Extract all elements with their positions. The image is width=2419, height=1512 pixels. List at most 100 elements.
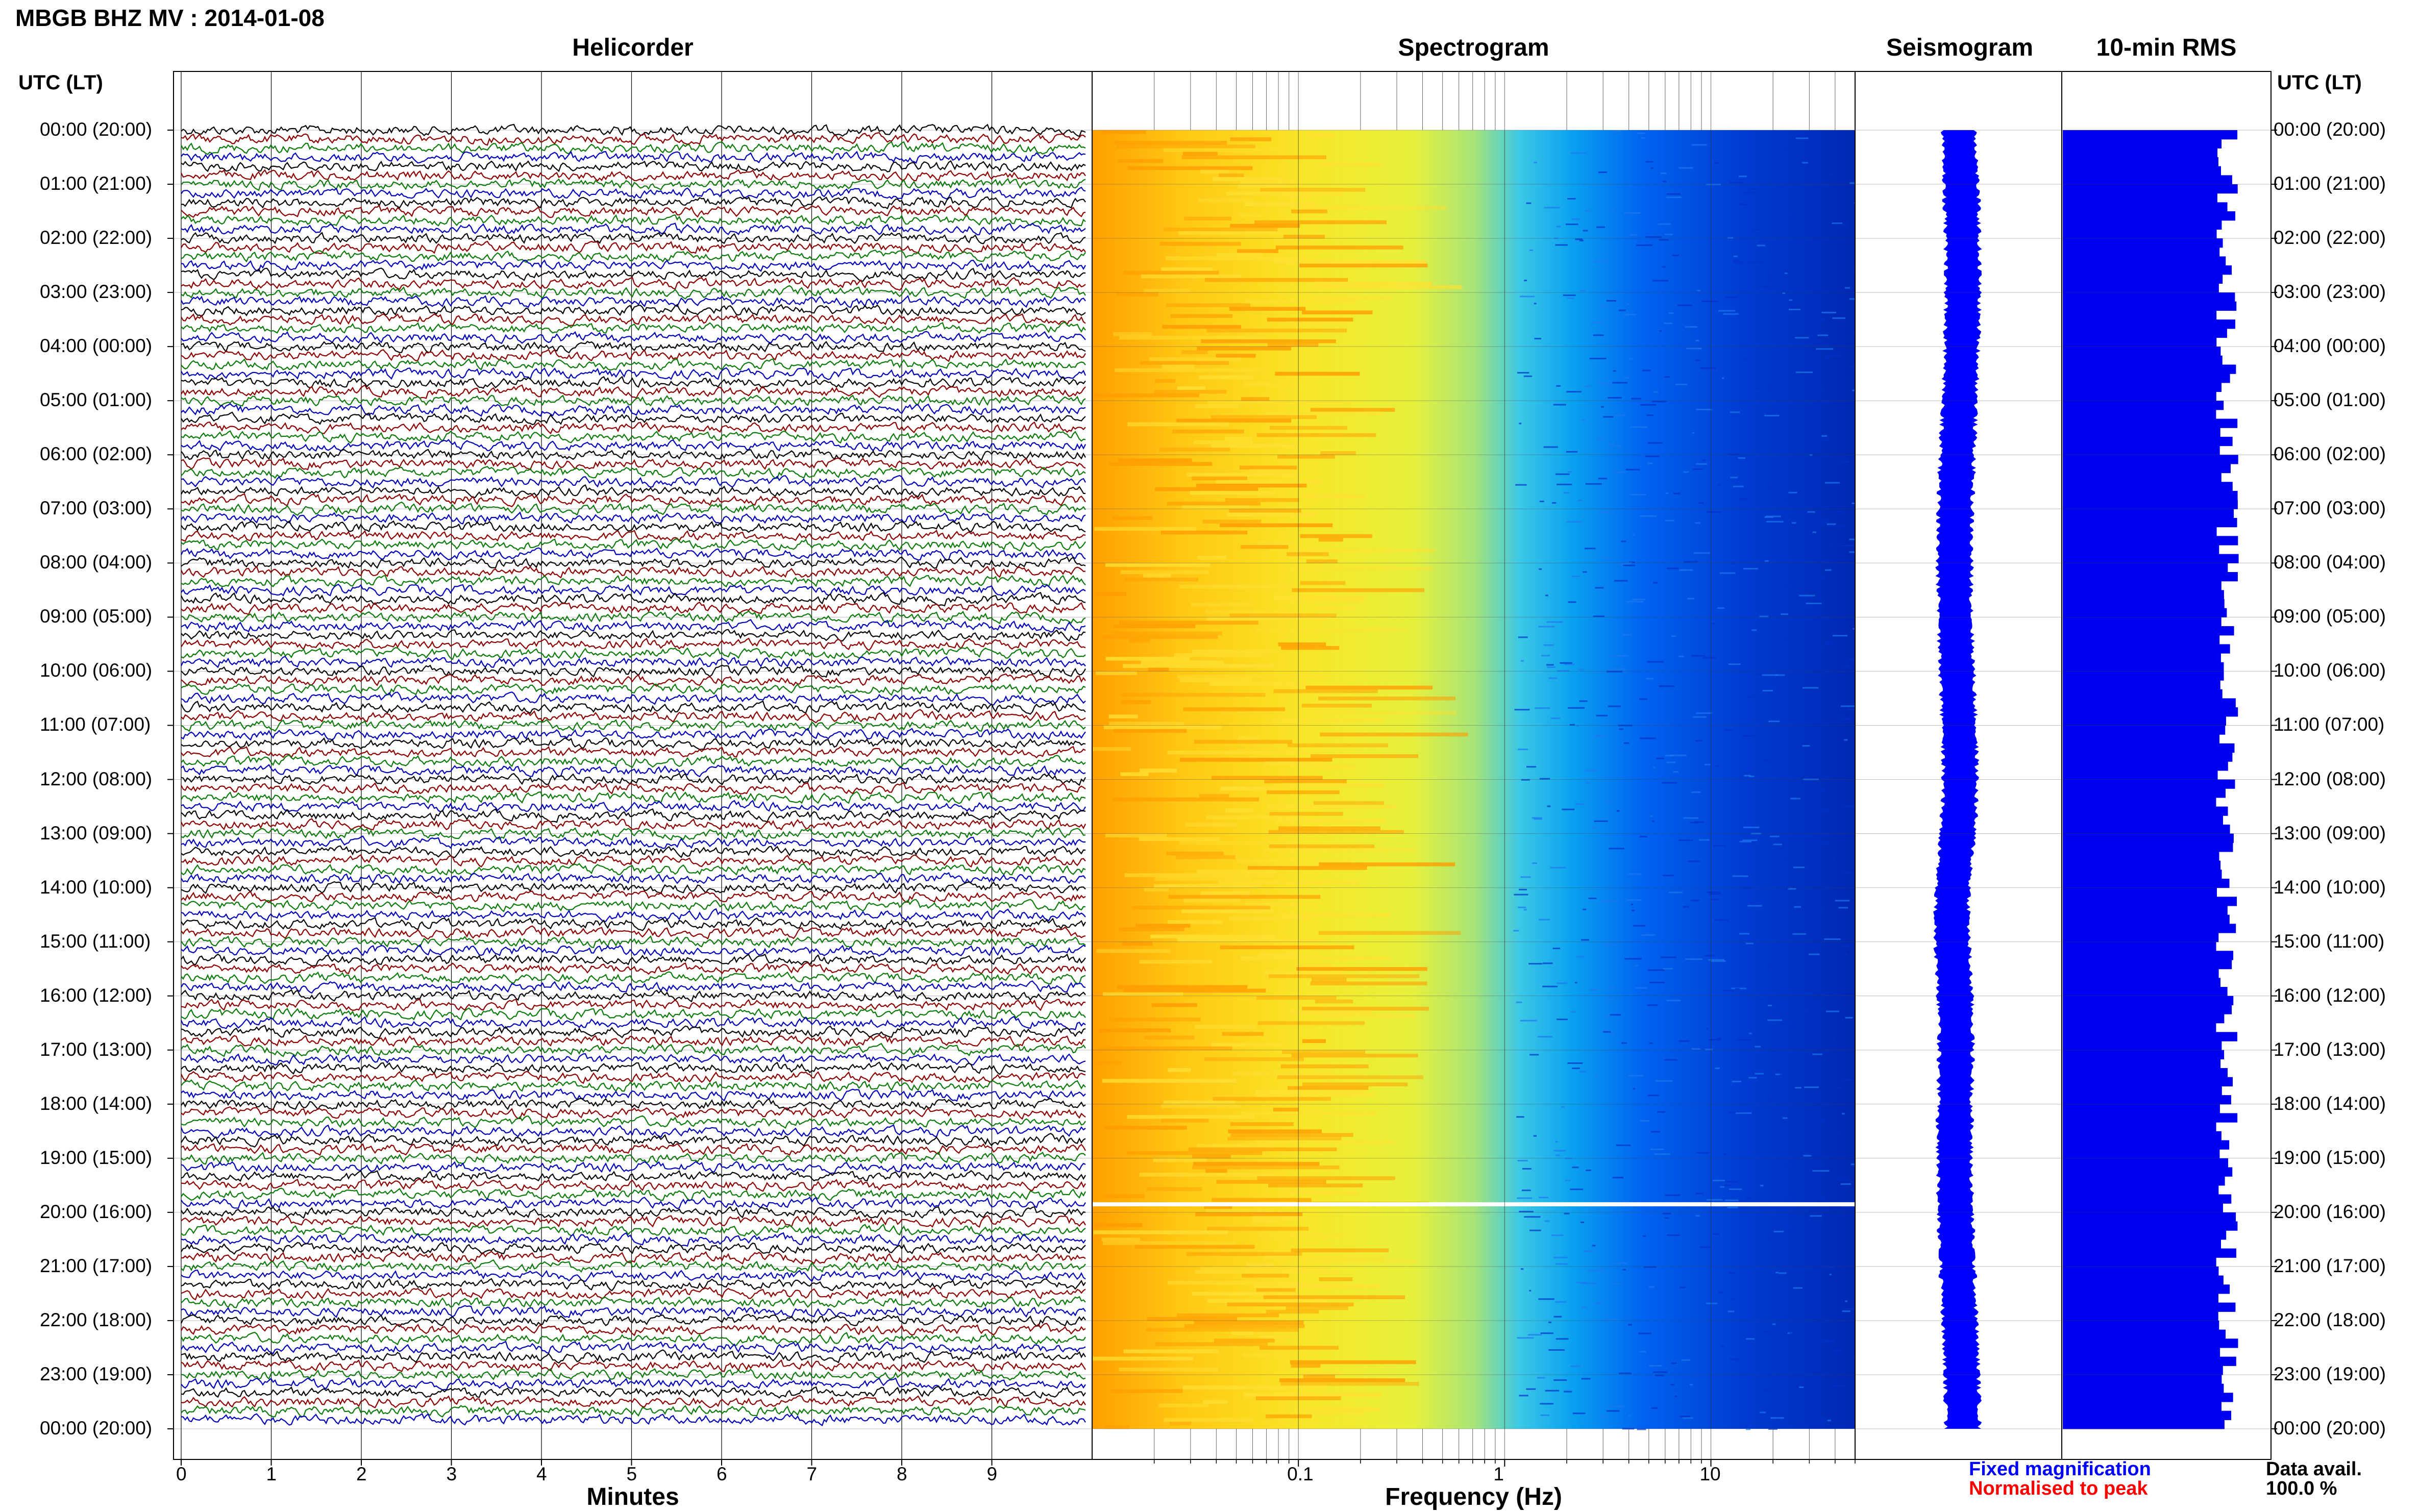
spectrogram-speckle bbox=[1773, 844, 1782, 846]
spectrogram-speckle bbox=[1562, 808, 1575, 810]
spectrogram-speckle bbox=[1632, 909, 1635, 911]
spectrogram-speckle bbox=[1724, 729, 1733, 731]
rms-bar bbox=[2063, 1140, 2230, 1150]
spectrogram-speckle bbox=[1692, 144, 1707, 146]
spectrogram-stripe bbox=[1268, 1183, 1363, 1187]
spectrogram-speckle bbox=[1666, 1000, 1681, 1002]
spectrogram-speckle bbox=[1652, 401, 1667, 403]
spectrogram-stripe bbox=[1112, 516, 1153, 520]
spectrogram-speckle bbox=[1639, 698, 1647, 700]
helicorder-trace bbox=[181, 1223, 1086, 1237]
helicorder-trace bbox=[181, 575, 1086, 588]
seismogram-trace bbox=[1933, 130, 1982, 1429]
spectrogram-speckle bbox=[1639, 1351, 1646, 1353]
spectrogram-stripe bbox=[1166, 851, 1224, 856]
spectrogram-speckle bbox=[1731, 562, 1736, 564]
time-label-left: 15:00 (11:00) bbox=[40, 930, 151, 952]
spectrogram-speckle bbox=[1646, 414, 1653, 416]
spectrogram-speckle bbox=[1775, 674, 1785, 676]
spectrogram-speckle bbox=[1612, 382, 1627, 384]
spectrogram-speckle bbox=[1609, 848, 1625, 850]
spectrogram-speckle bbox=[1688, 860, 1700, 862]
helicorder-trace bbox=[181, 141, 1086, 155]
helicorder-trace bbox=[181, 989, 1086, 1003]
spectrogram-speckle bbox=[1534, 818, 1543, 820]
helicorder-x-tick-label: 4 bbox=[536, 1464, 547, 1484]
data-avail-label: Data avail. bbox=[2266, 1458, 2362, 1480]
spectrogram-speckle bbox=[1581, 1306, 1587, 1308]
spectrogram-speckle bbox=[1640, 515, 1657, 517]
spectrogram-stripe bbox=[1132, 905, 1270, 910]
helicorder-trace bbox=[181, 1115, 1086, 1129]
spectrogram-speckle bbox=[1575, 803, 1586, 805]
spectrogram-stripe bbox=[1149, 357, 1242, 361]
time-label-left: 10:00 (06:00) bbox=[40, 660, 153, 681]
spectrogram-speckle bbox=[1744, 823, 1747, 825]
spectrogram-speckle bbox=[1845, 953, 1848, 955]
spectrogram-speckle bbox=[1768, 965, 1786, 967]
spectrogram-stripe bbox=[1111, 1389, 1183, 1393]
spectrogram-stripe bbox=[1303, 1374, 1336, 1379]
rms-bar bbox=[2063, 166, 2221, 176]
time-label-left: 08:00 (04:00) bbox=[40, 552, 153, 573]
helicorder-trace bbox=[181, 196, 1086, 210]
spectrogram-speckle bbox=[1796, 1015, 1799, 1017]
spectrogram-speckle bbox=[1616, 1144, 1631, 1146]
helicorder-trace bbox=[181, 475, 1086, 489]
spectrogram-speckle bbox=[1747, 905, 1762, 907]
helicorder-trace bbox=[181, 999, 1086, 1011]
rms-bar bbox=[2063, 455, 2238, 464]
spectrogram-speckle bbox=[1820, 1266, 1835, 1268]
spectrogram-speckle bbox=[1668, 312, 1674, 314]
spectrogram-speckle bbox=[1795, 337, 1809, 339]
spectrogram-speckle bbox=[1723, 1153, 1726, 1155]
spectrogram-stripe bbox=[1209, 682, 1307, 686]
spectrogram-speckle bbox=[1683, 817, 1699, 819]
helicorder-trace bbox=[181, 1025, 1086, 1039]
spectrogram-speckle bbox=[1733, 485, 1744, 487]
spectrogram-speckle bbox=[1783, 887, 1789, 889]
spectrogram-speckle bbox=[1775, 1272, 1779, 1274]
rms-panel bbox=[2061, 71, 2272, 1460]
rms-bar bbox=[2063, 436, 2233, 447]
spectrogram-stripe bbox=[1183, 707, 1286, 711]
rms-bar bbox=[2063, 319, 2235, 329]
spectrogram-stripe bbox=[1262, 411, 1385, 415]
helicorder-trace bbox=[181, 1043, 1086, 1057]
spectrogram-stripe bbox=[1303, 1371, 1341, 1375]
spectrogram-speckle bbox=[1791, 522, 1796, 524]
spectrogram-stripe bbox=[1196, 870, 1276, 874]
spectrogram-speckle bbox=[1611, 445, 1622, 447]
spectrogram-stripe bbox=[1197, 1144, 1276, 1148]
helicorder-trace bbox=[181, 295, 1086, 308]
spectrogram-speckle bbox=[1844, 1079, 1853, 1081]
spectrogram-stripe bbox=[1291, 209, 1327, 214]
rms-bar bbox=[2063, 274, 2223, 284]
spectrogram-stripe bbox=[1295, 963, 1335, 968]
spectrogram-speckle bbox=[1565, 1179, 1571, 1181]
spectrogram-speckle bbox=[1728, 454, 1739, 456]
spectrogram-speckle bbox=[1668, 891, 1683, 894]
spectrogram-stripe bbox=[1277, 455, 1335, 459]
spectrogram-speckle bbox=[1598, 171, 1608, 173]
helicorder-trace bbox=[181, 800, 1086, 813]
spectrogram-title: Spectrogram bbox=[1398, 34, 1549, 61]
spectrogram-x-tick-label: 0.1 bbox=[1287, 1464, 1314, 1484]
helicorder-trace bbox=[181, 908, 1086, 922]
spectrogram-stripe bbox=[1246, 1262, 1274, 1267]
spectrogram-speckle bbox=[1596, 438, 1604, 440]
spectrogram-speckle bbox=[1706, 183, 1721, 185]
spectrogram-stripe bbox=[1205, 815, 1306, 820]
rms-bar bbox=[2063, 544, 2219, 555]
spectrogram-speckle bbox=[1626, 899, 1642, 901]
spectrogram-speckle bbox=[1596, 226, 1605, 228]
spectrogram-stripe bbox=[1207, 1227, 1309, 1231]
spectrogram-stripe bbox=[1127, 166, 1253, 170]
spectrogram-speckle bbox=[1802, 1414, 1809, 1416]
spectrogram-stripe bbox=[1159, 242, 1241, 246]
spectrogram-speckle bbox=[1622, 1428, 1635, 1430]
rms-bar bbox=[2063, 1347, 2220, 1357]
time-label-right: 23:00 (19:00) bbox=[2274, 1363, 2386, 1384]
spectrogram-speckle bbox=[1804, 1009, 1822, 1011]
spectrogram-stripe bbox=[1316, 162, 1383, 167]
